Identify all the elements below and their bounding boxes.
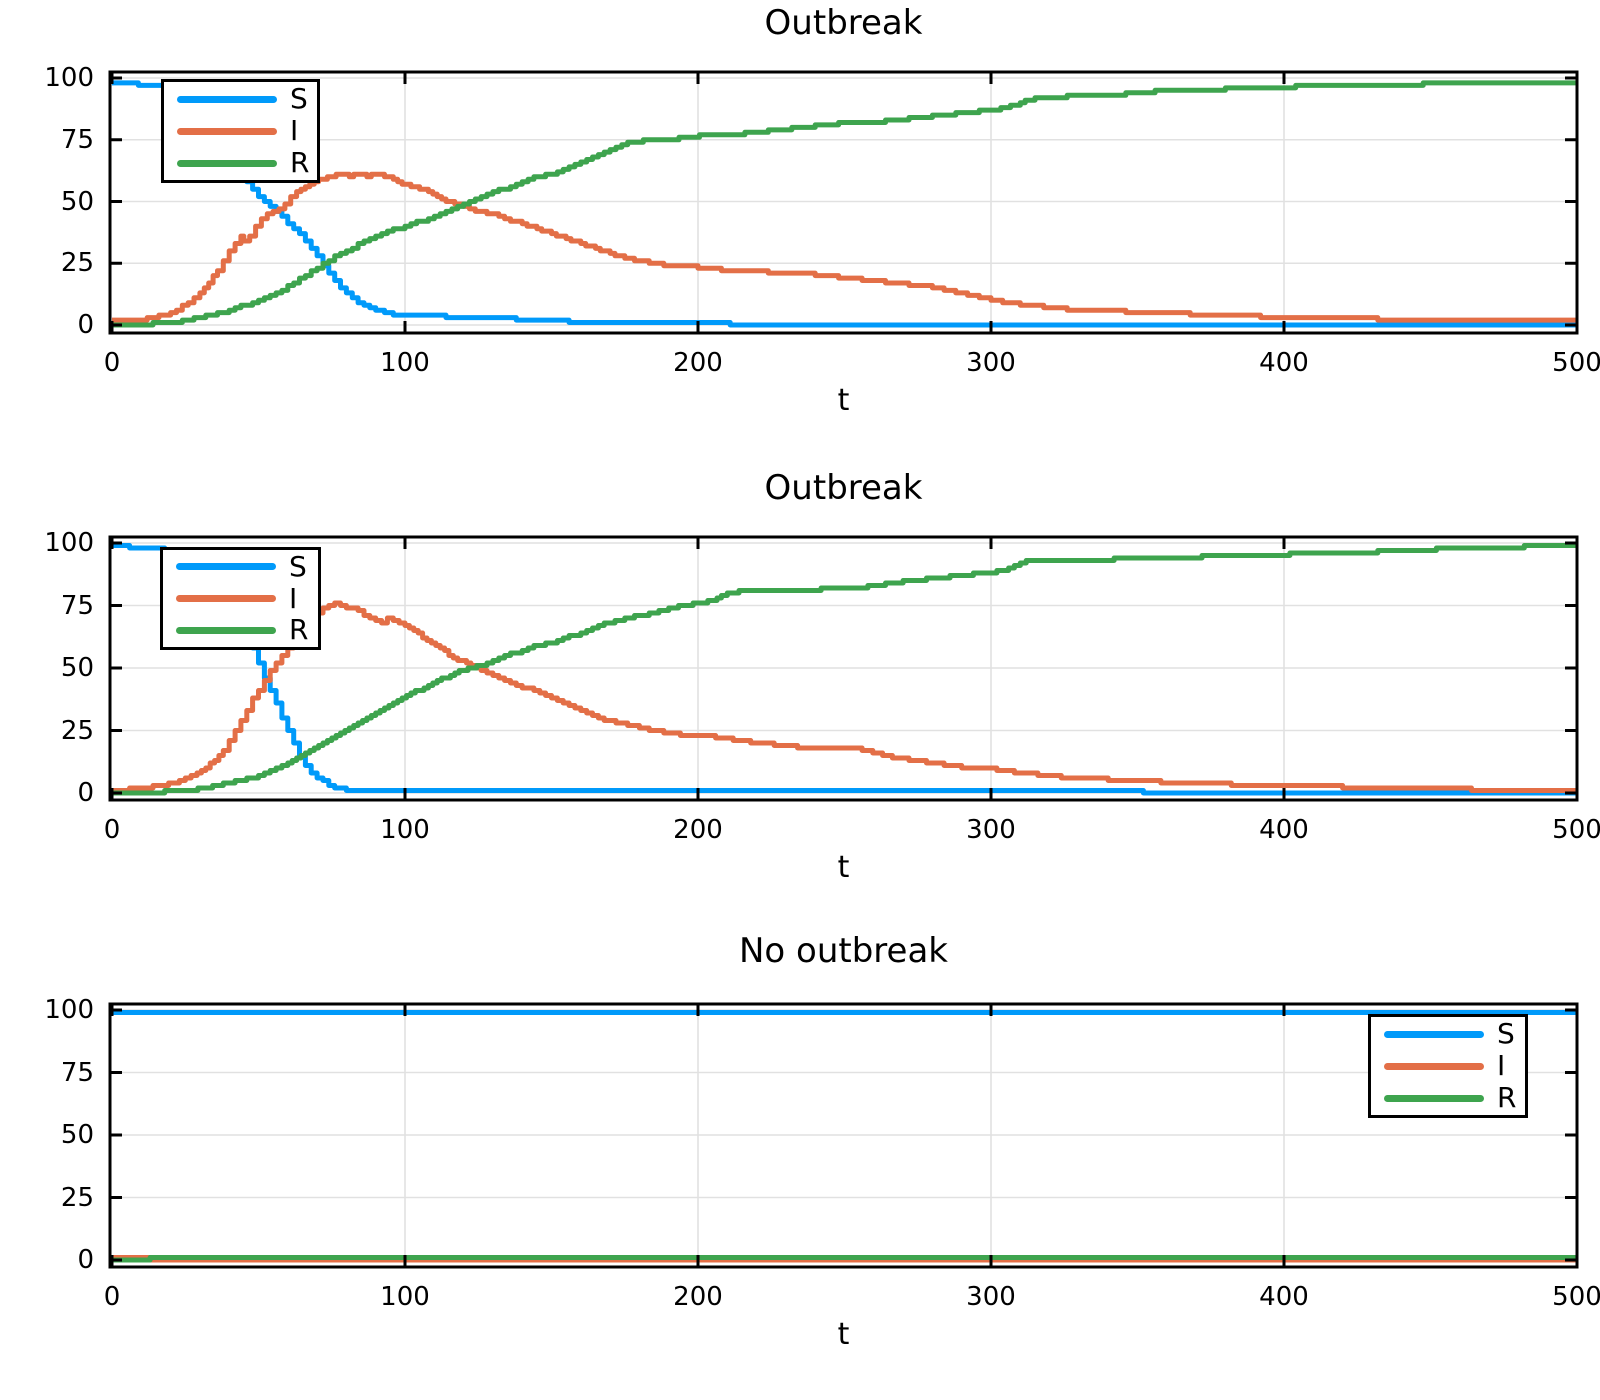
legend-entry-s: S bbox=[163, 552, 318, 582]
y-tick-label: 25 bbox=[60, 715, 94, 746]
legend-plot-2: S I R bbox=[160, 547, 321, 650]
y-tick-label: 25 bbox=[60, 1182, 94, 1213]
series-line-r bbox=[112, 80, 1577, 328]
x-tick-label: 200 bbox=[673, 815, 723, 845]
x-tick-label: 500 bbox=[1552, 348, 1600, 378]
legend-label-i: I bbox=[289, 581, 298, 615]
legend-label-r: R bbox=[1497, 1081, 1517, 1114]
y-tick-label: 0 bbox=[77, 1245, 94, 1275]
legend-line-sample-i bbox=[1384, 1062, 1484, 1070]
x-axis-label-2: t bbox=[837, 850, 850, 885]
x-tick-label: 300 bbox=[966, 815, 1016, 845]
x-tick-label: 0 bbox=[103, 815, 121, 845]
subplot-1 bbox=[108, 70, 1579, 335]
series-line-r bbox=[112, 1255, 1577, 1263]
x-tick-label: 400 bbox=[1259, 1282, 1309, 1312]
plot-title-2: Outbreak bbox=[764, 468, 923, 508]
plot-title-3: No outbreak bbox=[739, 931, 948, 971]
legend-label-r: R bbox=[289, 613, 309, 647]
x-tick-label: 400 bbox=[1259, 348, 1309, 378]
legend-label-r: R bbox=[290, 146, 310, 179]
y-tick-label: 75 bbox=[60, 590, 94, 621]
y-tick-label: 100 bbox=[44, 995, 94, 1025]
y-tick-label: 75 bbox=[60, 1057, 94, 1088]
x-tick-label: 400 bbox=[1259, 815, 1309, 845]
plot-title-1: Outbreak bbox=[764, 3, 923, 43]
subplot-3 bbox=[108, 1002, 1579, 1269]
legend-label-s: S bbox=[1497, 1017, 1515, 1050]
x-tick-label: 500 bbox=[1552, 1282, 1600, 1312]
legend-label-i: I bbox=[1497, 1049, 1506, 1082]
series-line-i bbox=[112, 171, 1577, 323]
legend-line-sample-r bbox=[177, 159, 277, 167]
legend-entry-i: I bbox=[1371, 1051, 1525, 1081]
legend-line-sample-s bbox=[176, 563, 276, 571]
series-line-i bbox=[112, 600, 1577, 793]
legend-plot-3: S I R bbox=[1368, 1014, 1528, 1118]
x-axis-label-3: t bbox=[837, 1317, 850, 1352]
y-tick-label: 50 bbox=[60, 1120, 94, 1150]
legend-entry-r: R bbox=[1371, 1083, 1525, 1113]
legend-entry-s: S bbox=[1371, 1019, 1525, 1049]
x-tick-label: 300 bbox=[966, 348, 1016, 378]
x-tick-label: 500 bbox=[1552, 815, 1600, 845]
x-axis-label-1: t bbox=[837, 383, 850, 418]
x-tick-label: 100 bbox=[380, 815, 430, 845]
x-tick-label: 0 bbox=[103, 1282, 121, 1312]
legend-entry-r: R bbox=[163, 615, 318, 645]
y-tick-label: 100 bbox=[44, 528, 94, 558]
x-tick-label: 100 bbox=[380, 348, 430, 378]
y-tick-label: 50 bbox=[60, 653, 94, 683]
legend-label-s: S bbox=[290, 82, 308, 115]
legend-entry-i: I bbox=[164, 116, 317, 146]
y-tick-label: 75 bbox=[60, 124, 94, 155]
legend-line-sample-r bbox=[176, 626, 276, 634]
plot-frame bbox=[108, 70, 1579, 335]
legend-line-sample-i bbox=[176, 595, 276, 602]
series-line-s bbox=[112, 543, 1577, 796]
y-tick-label: 100 bbox=[44, 63, 94, 93]
legend-entry-r: R bbox=[164, 148, 317, 178]
legend-line-sample-r bbox=[1384, 1094, 1484, 1102]
x-tick-label: 100 bbox=[380, 1282, 430, 1312]
x-tick-label: 300 bbox=[966, 1282, 1016, 1312]
legend-line-sample-s bbox=[1384, 1030, 1484, 1038]
y-tick-label: 25 bbox=[60, 248, 94, 279]
legend-entry-s: S bbox=[164, 84, 317, 114]
legend-label-i: I bbox=[290, 114, 299, 147]
legend-line-sample-s bbox=[177, 95, 277, 103]
y-tick-label: 50 bbox=[60, 186, 94, 217]
series-line-s bbox=[112, 80, 1577, 328]
x-tick-label: 200 bbox=[673, 348, 723, 378]
legend-line-sample-i bbox=[177, 127, 277, 135]
subplot-2 bbox=[108, 535, 1579, 802]
y-tick-label: 0 bbox=[77, 310, 94, 340]
series-line-r bbox=[112, 543, 1577, 796]
legend-entry-i: I bbox=[163, 584, 318, 614]
y-tick-label: 0 bbox=[77, 778, 94, 808]
legend-plot-1: S I R bbox=[161, 79, 320, 183]
x-tick-label: 0 bbox=[103, 348, 121, 378]
legend-label-s: S bbox=[289, 549, 307, 583]
x-tick-label: 200 bbox=[673, 1282, 723, 1312]
